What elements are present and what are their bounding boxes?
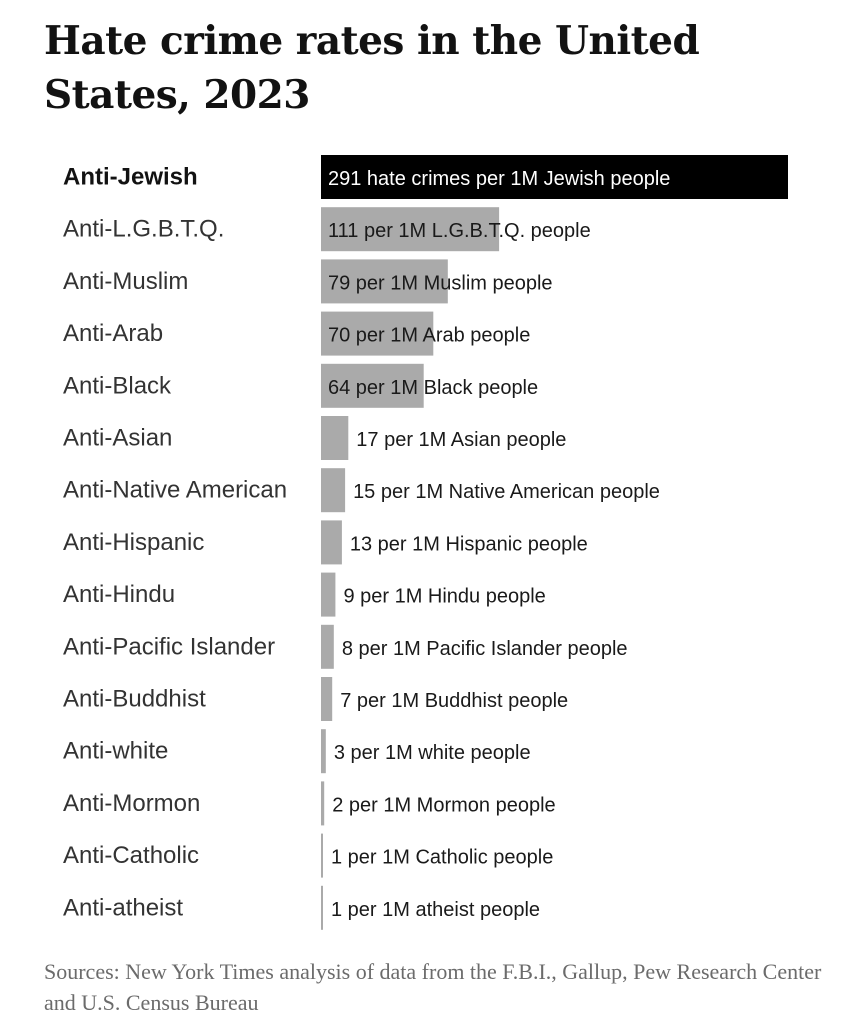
value-label-anti-black: 64 per 1M Black people xyxy=(328,377,538,399)
value-label-anti-muslim: 79 per 1M Muslim people xyxy=(328,272,553,294)
value-label-anti-arab: 70 per 1M Arab people xyxy=(328,325,530,347)
value-label-anti-catholic: 1 per 1M Catholic people xyxy=(331,847,553,869)
category-label-anti-hispanic: Anti-Hispanic xyxy=(63,529,204,556)
bar-anti-white xyxy=(321,729,326,774)
bar-anti-black xyxy=(321,363,424,408)
value-label-anti-l-g-b-t-q: 111 per 1M L.G.B.T.Q. people xyxy=(328,220,591,242)
bar-anti-arab xyxy=(321,311,434,356)
bars xyxy=(321,155,788,930)
bar-anti-native-american xyxy=(321,468,346,513)
value-label-anti-hindu: 9 per 1M Hindu people xyxy=(343,586,545,608)
value-label-anti-asian: 17 per 1M Asian people xyxy=(356,429,566,451)
chart-title: Hate crime rates in the United States, 2… xyxy=(44,18,700,118)
bar-anti-l-g-b-t-q xyxy=(321,207,500,252)
source-note: Sources: New York Times analysis of data… xyxy=(44,959,822,1015)
category-label-anti-arab: Anti-Arab xyxy=(63,320,163,347)
category-label-anti-catholic: Anti-Catholic xyxy=(63,842,199,869)
category-label-anti-l-g-b-t-q: Anti-L.G.B.T.Q. xyxy=(63,216,224,243)
bar-anti-catholic xyxy=(321,833,323,878)
value-label-anti-jewish: 291 hate crimes per 1M Jewish people xyxy=(328,168,670,190)
category-label-anti-jewish: Anti-Jewish xyxy=(63,164,198,191)
category-label-anti-asian: Anti-Asian xyxy=(63,425,172,452)
value-labels: 291 hate crimes per 1M Jewish people 111 … xyxy=(328,168,670,921)
category-labels: Anti-Jewish Anti-L.G.B.T.Q. Anti-Muslim Ant… xyxy=(63,164,287,922)
bar-anti-hindu xyxy=(321,572,336,617)
category-label-anti-native-american: Anti-Native American xyxy=(63,477,287,504)
bar-anti-buddhist xyxy=(321,677,333,721)
category-label-anti-muslim: Anti-Muslim xyxy=(63,268,188,295)
value-label-anti-pacific-islander: 8 per 1M Pacific Islander people xyxy=(342,638,628,660)
bar-chart: Anti-Jewish Anti-L.G.B.T.Q. Anti-Muslim Ant… xyxy=(63,155,788,930)
category-label-anti-buddhist: Anti-Buddhist xyxy=(63,686,206,713)
value-label-anti-buddhist: 7 per 1M Buddhist people xyxy=(340,690,568,712)
category-label-anti-hindu: Anti-Hindu xyxy=(63,581,175,608)
bar-anti-mormon xyxy=(321,781,325,826)
category-label-anti-atheist: Anti-atheist xyxy=(63,894,183,921)
category-label-anti-mormon: Anti-Mormon xyxy=(63,790,200,817)
bar-anti-hispanic xyxy=(321,520,342,565)
category-label-anti-black: Anti-Black xyxy=(63,372,172,399)
category-label-anti-white: Anti-white xyxy=(63,738,168,765)
value-label-anti-hispanic: 13 per 1M Hispanic people xyxy=(350,533,588,555)
value-label-anti-mormon: 2 per 1M Mormon people xyxy=(332,794,555,816)
bar-anti-asian xyxy=(321,416,349,460)
bar-anti-atheist xyxy=(321,885,323,930)
bar-anti-muslim xyxy=(321,259,448,304)
bar-anti-pacific-islander xyxy=(321,624,334,669)
category-label-anti-pacific-islander: Anti-Pacific Islander xyxy=(63,633,275,660)
value-label-anti-white: 3 per 1M white people xyxy=(334,742,531,764)
value-label-anti-native-american: 15 per 1M Native American people xyxy=(353,481,660,503)
value-label-anti-atheist: 1 per 1M atheist people xyxy=(331,899,540,921)
bar-anti-jewish xyxy=(321,155,788,199)
